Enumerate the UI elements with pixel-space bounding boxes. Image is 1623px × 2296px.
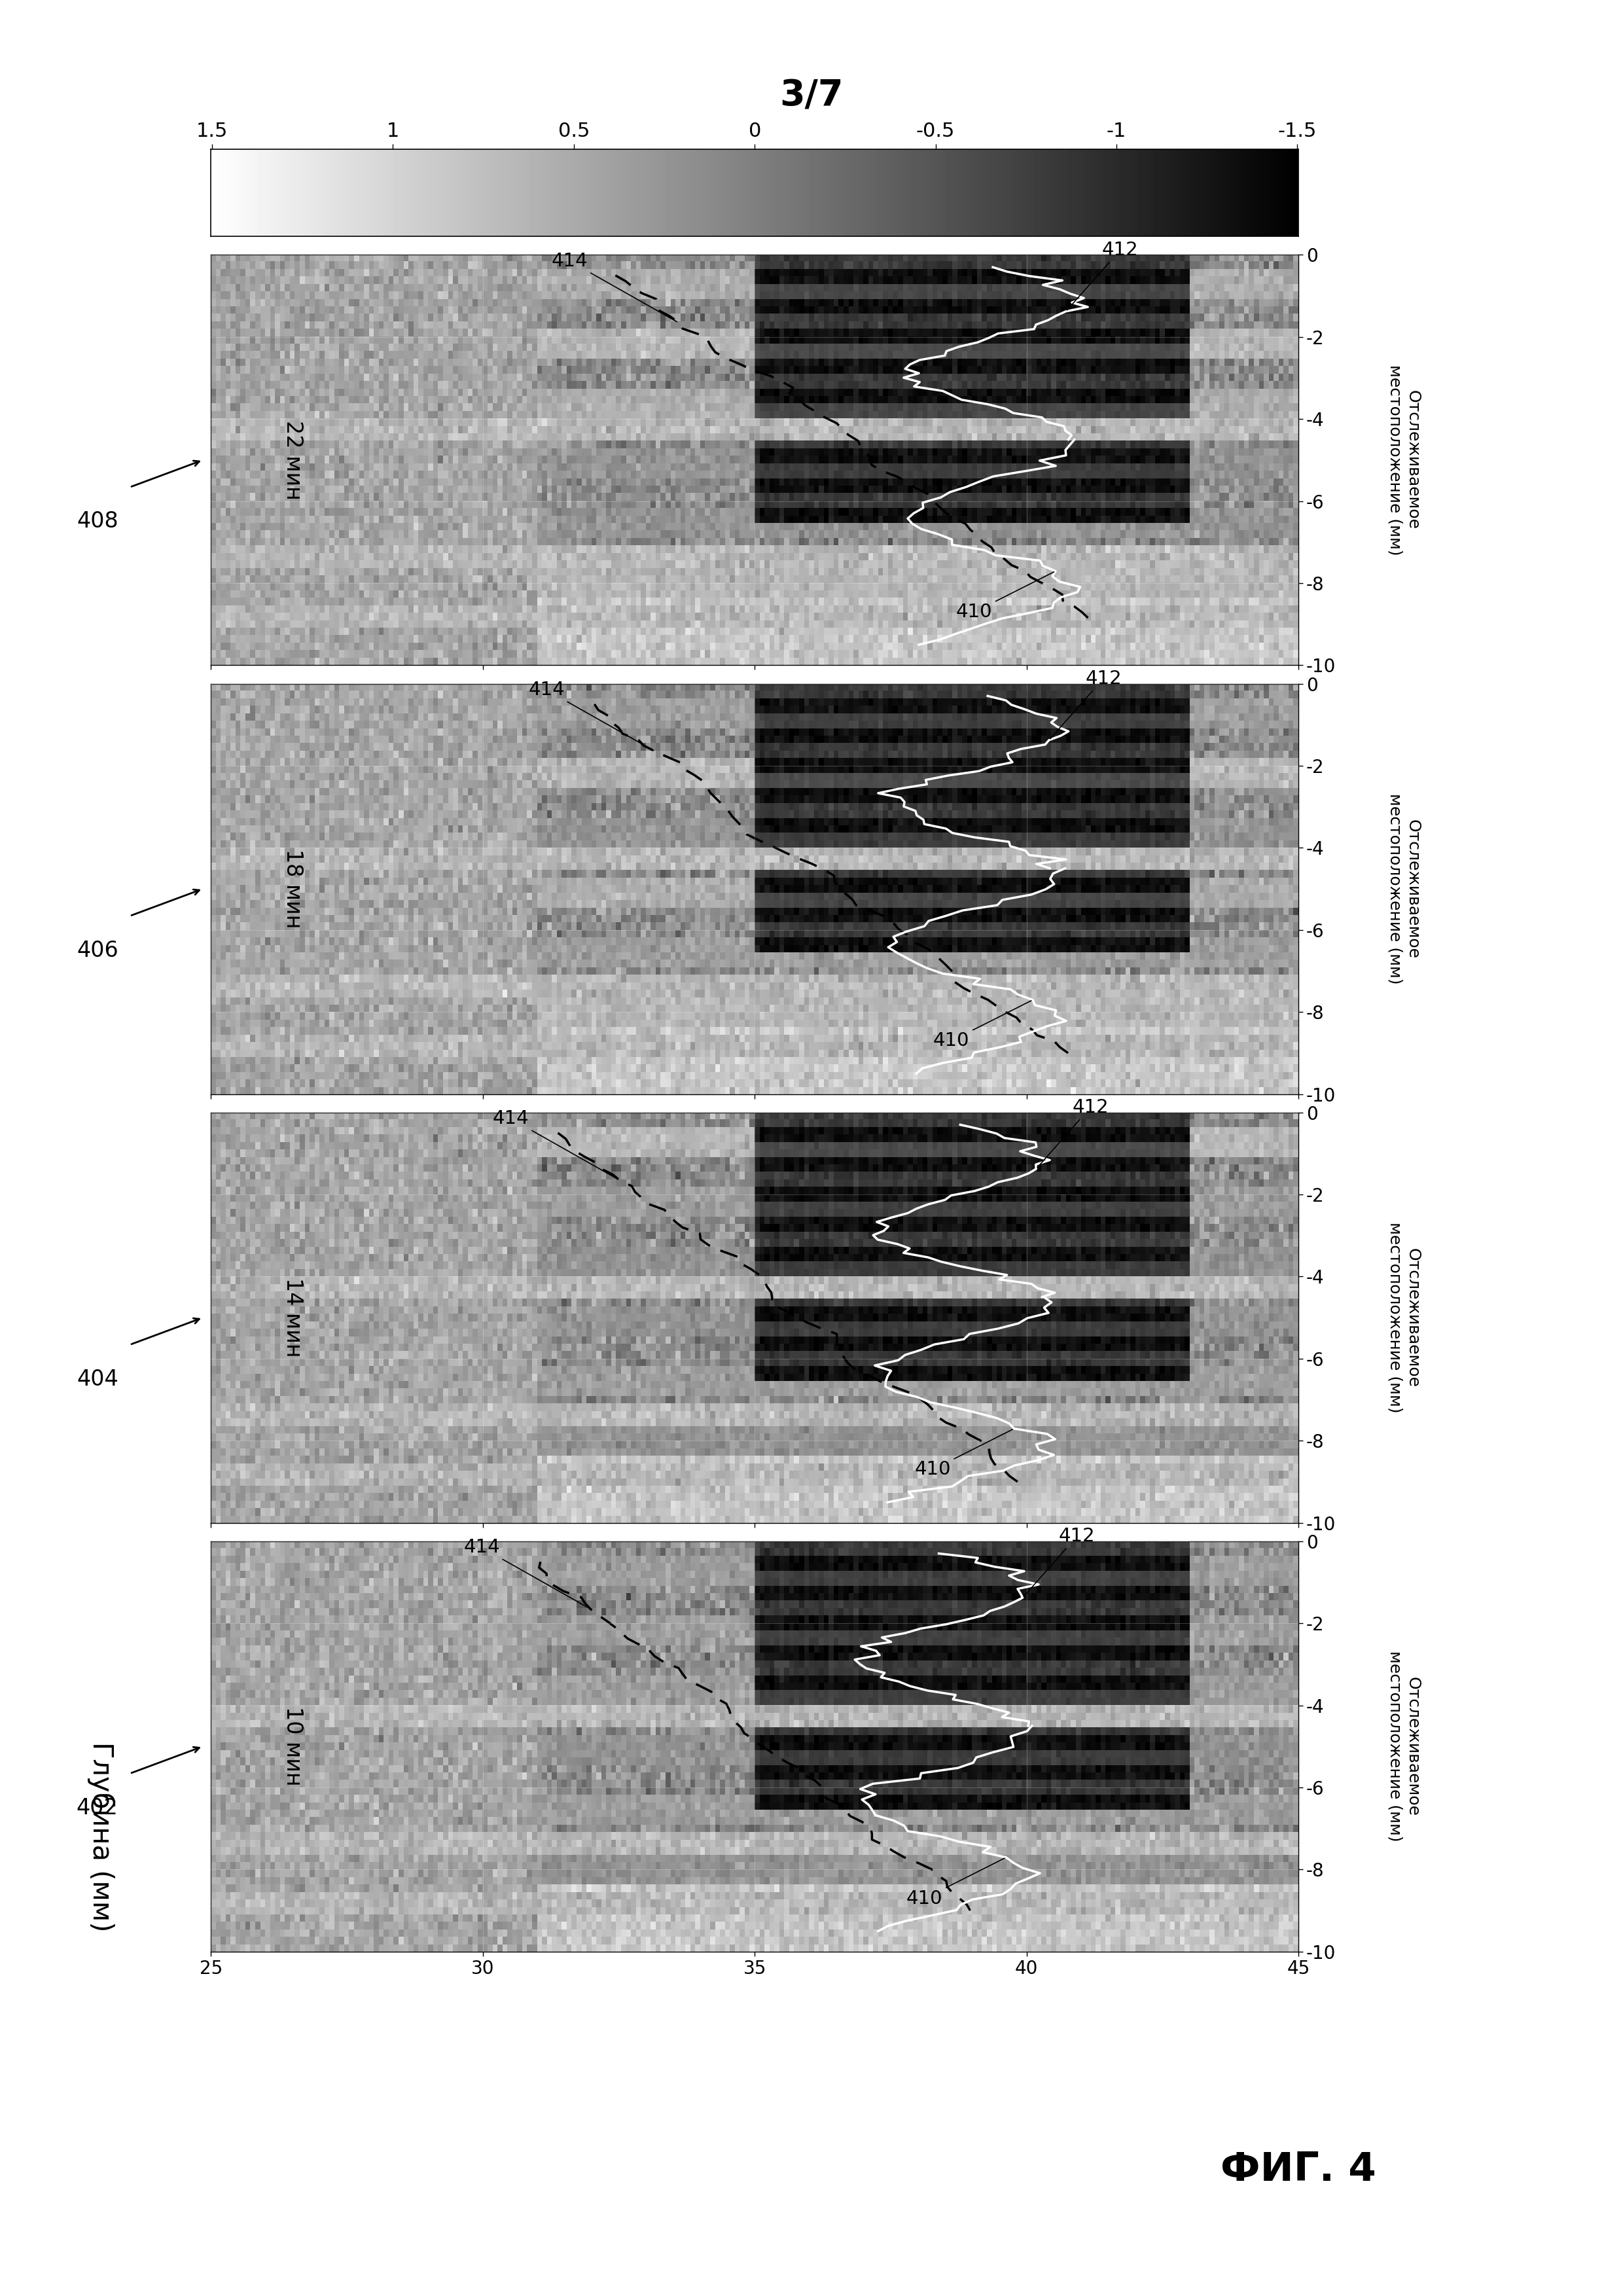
Text: 412: 412 xyxy=(1037,1097,1109,1169)
Text: 402: 402 xyxy=(76,1798,118,1818)
Text: 410: 410 xyxy=(933,1001,1031,1049)
Text: 406: 406 xyxy=(76,939,118,962)
Text: 412: 412 xyxy=(1024,1527,1096,1596)
Text: 414: 414 xyxy=(464,1538,589,1607)
Text: 410: 410 xyxy=(956,572,1053,622)
Text: Отслеживаемое
местоположение (мм): Отслеживаемое местоположение (мм) xyxy=(1388,794,1420,985)
Text: 14 мин: 14 мин xyxy=(282,1279,304,1357)
Text: 410: 410 xyxy=(906,1857,1005,1908)
Text: 10 мин: 10 мин xyxy=(282,1706,304,1786)
Text: Глубина (мм): Глубина (мм) xyxy=(86,1743,115,1931)
Text: 408: 408 xyxy=(76,510,118,533)
Text: Отслеживаемое
местоположение (мм): Отслеживаемое местоположение (мм) xyxy=(1388,1651,1420,1841)
Text: 22 мин: 22 мин xyxy=(282,420,304,501)
Text: Отслеживаемое
местоположение (мм): Отслеживаемое местоположение (мм) xyxy=(1388,365,1420,556)
Text: 3/7: 3/7 xyxy=(779,78,844,113)
Text: 18 мин: 18 мин xyxy=(282,850,304,928)
Text: Отслеживаемое
местоположение (мм): Отслеживаемое местоположение (мм) xyxy=(1388,1221,1420,1412)
Text: ФИГ. 4: ФИГ. 4 xyxy=(1220,2151,1376,2188)
Text: 410: 410 xyxy=(914,1430,1013,1479)
Text: 404: 404 xyxy=(76,1368,118,1389)
Text: 412: 412 xyxy=(1050,670,1121,739)
Text: 414: 414 xyxy=(527,680,654,751)
Text: 414: 414 xyxy=(493,1109,618,1180)
Text: 414: 414 xyxy=(552,253,677,321)
Text: 412: 412 xyxy=(1068,241,1138,310)
